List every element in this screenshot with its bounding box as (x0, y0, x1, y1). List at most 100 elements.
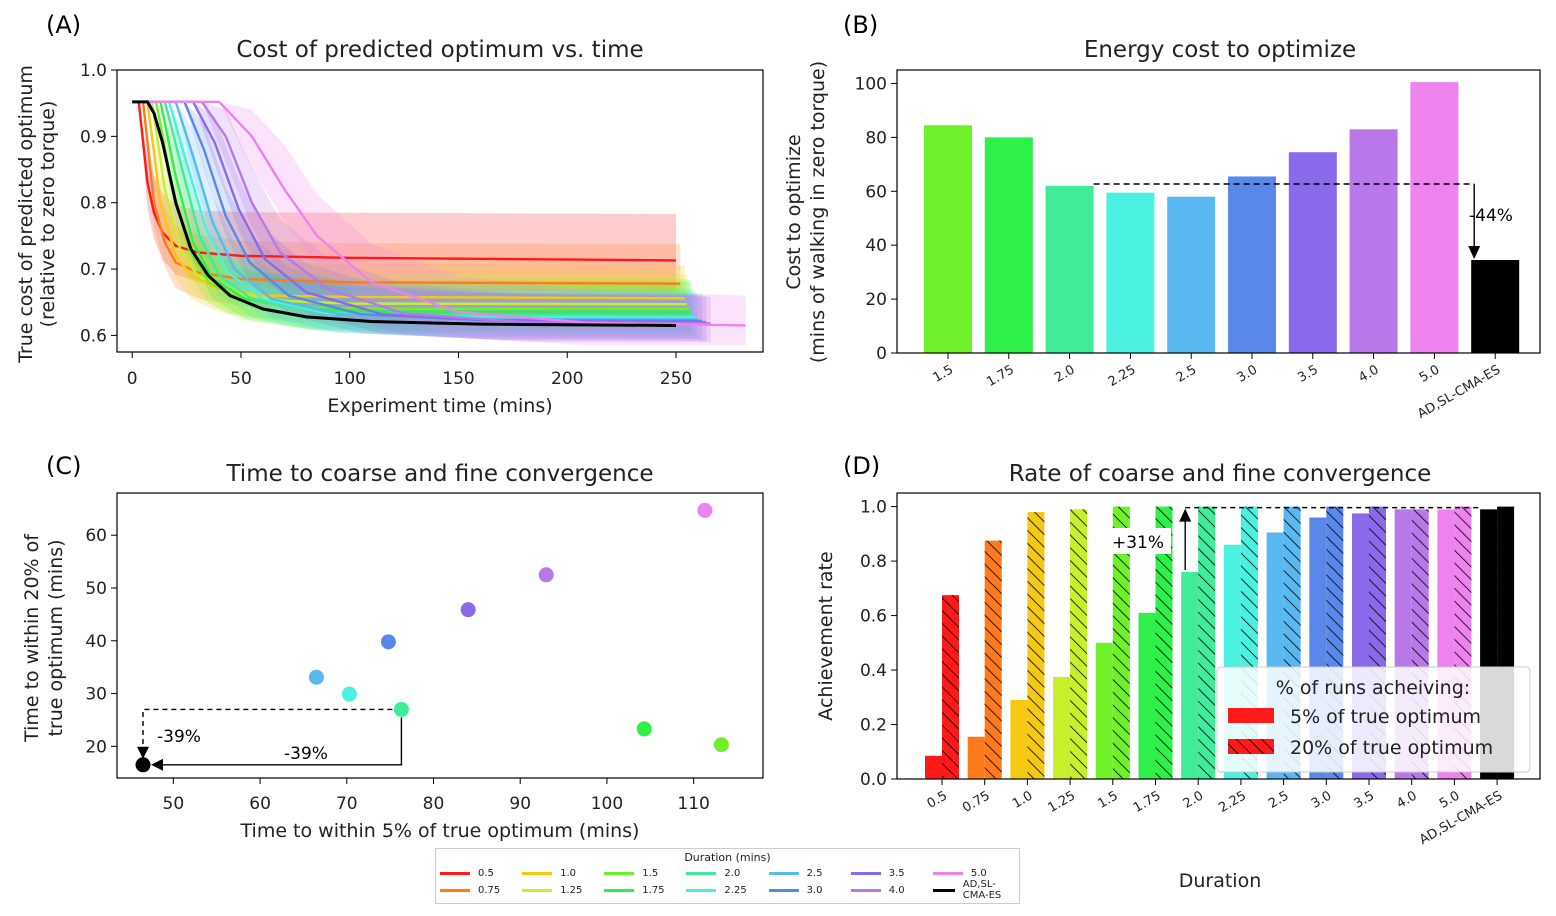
band-5-0 (132, 101, 746, 346)
panel-a-xtick-label: 200 (551, 369, 583, 389)
panel-c-points (135, 502, 729, 773)
duration-legend-label: 2.5 (806, 867, 823, 879)
panel-d-xtick-label: 0.75 (960, 788, 993, 815)
panel-a-title: Cost of predicted optimum vs. time (236, 37, 643, 63)
duration-legend-label: 1.5 (642, 867, 659, 879)
panel-d-ytick-label: 0.2 (860, 716, 887, 736)
panel-b-frame (896, 69, 1541, 354)
duration-legend: Duration (mins) 0.5 1.0 1.5 2.0 2.5 3.5 5.0 0.7… (435, 848, 1020, 904)
panel-a-ylabel-line1: True cost of predicted optimum (15, 65, 37, 364)
panel-d-xtick-label: 3.0 (1309, 788, 1334, 811)
panel-b-xtick-label: 1.5 (931, 362, 956, 385)
panel-b-ytick-label: 20 (865, 290, 887, 310)
panel-b-ylabel-line1: Cost to optimize (783, 134, 805, 289)
panel-d-annotation-bg (1107, 528, 1171, 554)
point-5-0 (697, 502, 713, 518)
point-2-0 (393, 701, 409, 717)
panel-c-xtick-label: 70 (336, 794, 358, 814)
panel-b-annotation-text: -44% (1469, 206, 1513, 226)
panel-a-ytick-label: 0.7 (80, 260, 107, 280)
duration-legend-item-ad-sl-cma-es: AD,SL-CMA-ES (932, 879, 1015, 901)
duration-legend-item-0-5: 0.5 (440, 867, 522, 879)
panel-b-ytick-label: 60 (865, 182, 887, 202)
panel-b-ylabel-line2: (mins of walking in zero torque) (807, 61, 829, 363)
panel-d-annotation: +31% (1107, 506, 1481, 570)
panel-a-lines (132, 100, 746, 327)
duration-legend-label: 2.0 (724, 867, 741, 879)
duration-legend-label: 0.5 (478, 867, 494, 879)
duration-legend-item-1-5: 1.5 (604, 867, 686, 879)
panel-d-ytick-label: 0.6 (860, 607, 887, 627)
duration-legend-item-3-5: 3.5 (850, 867, 933, 879)
duration-legend-item-1-25: 1.25 (522, 879, 604, 901)
duration-legend-swatch (768, 888, 799, 892)
line-0-75 (132, 100, 681, 285)
duration-legend-item-0-75: 0.75 (440, 879, 522, 901)
panel-b-annotation: -44% (1093, 183, 1513, 260)
duration-legend-label: 3.0 (806, 884, 823, 896)
panel-b-xtick-label: 3.0 (1235, 362, 1260, 385)
panel-a-xlabel: Experiment time (mins) (327, 395, 552, 417)
line-1-25 (132, 100, 687, 306)
panel-c-xtick-label: 80 (423, 794, 445, 814)
panel-d-bar-chart: Rate of coarse and fine convergence Dura… (815, 461, 1541, 892)
point-2-25 (341, 686, 357, 702)
panel-c-xlabel: Time to within 5% of true optimum (mins) (240, 820, 640, 842)
duration-legend-label: 2.25 (724, 884, 747, 896)
panel-b-ytick-label: 0 (876, 344, 887, 364)
panel-label-b: (B) (843, 11, 878, 39)
panel-label-a: (A) (46, 11, 81, 39)
duration-legend-grid: 0.5 1.0 1.5 2.0 2.5 3.5 5.0 0.75 1.25 1.75 2.25 3.0… (440, 867, 1015, 901)
panel-d-xtick-label: 1.0 (1010, 788, 1035, 811)
duration-legend-label: 1.75 (642, 884, 665, 896)
duration-legend-swatch (932, 871, 963, 875)
panel-d-ytick-label: 0.4 (860, 661, 887, 681)
duration-legend-swatch (440, 888, 470, 892)
panel-b-xtick-label: 3.5 (1295, 362, 1320, 385)
panel-a-xtick-label: 100 (334, 369, 366, 389)
panel-b-bar-chart: Energy cost to optimize Cost to optimize… (783, 37, 1541, 422)
panel-b-ytick-label: 80 (865, 128, 887, 148)
panel-c-annotation-vertical: -39% (157, 727, 201, 747)
duration-legend-swatch (768, 871, 799, 875)
panel-c-title: Time to coarse and fine convergence (225, 461, 653, 487)
panel-d-xtick-label: 5.0 (1437, 788, 1462, 811)
panel-d-xtick-label: 2.0 (1181, 788, 1206, 811)
point-3-5 (460, 602, 476, 618)
panel-d-xtick-label: 3.5 (1352, 788, 1377, 811)
panel-d-legend-title: % of runs acheiving: (1276, 677, 1470, 699)
panel-a-xtick-label: 50 (230, 369, 252, 389)
panel-a-ytick-label: 0.9 (80, 127, 107, 147)
panel-d-ytick-label: 1.0 (860, 498, 887, 518)
bar-3-0 (1228, 176, 1276, 353)
panel-d-arrow-head (1179, 508, 1192, 522)
panel-c-ytick-label: 20 (85, 737, 107, 757)
panel-d-frame (896, 492, 1541, 780)
duration-legend-swatch (440, 871, 470, 875)
duration-legend-item-5-0: 5.0 (932, 867, 1015, 879)
panel-c-xtick-label: 90 (509, 794, 531, 814)
panel-d-xtick-label: 0.5 (925, 788, 950, 811)
panel-b-ytick-label: 100 (855, 74, 887, 94)
duration-legend-title: Duration (mins) (684, 851, 771, 864)
bar-5pct-0-5 (925, 755, 942, 779)
bar-20pct-hatch-1-5 (1112, 506, 1130, 779)
panel-c-ylabel-line1: Time to within 20% of (21, 533, 43, 743)
panel-a-xtick-label: 150 (442, 369, 474, 389)
band-1-5 (132, 101, 690, 330)
panel-a-ytick-label: 0.6 (80, 326, 107, 346)
panel-d-xtick-label: 4.0 (1394, 788, 1419, 811)
point-1-75 (636, 721, 652, 737)
duration-legend-swatch (932, 888, 955, 892)
band-1-75 (132, 101, 692, 333)
panel-c-solid-path (161, 717, 403, 766)
panel-c-xtick-label: 100 (591, 794, 623, 814)
point-ad-sl-cma-es (135, 757, 151, 773)
panel-b-bars (924, 82, 1520, 353)
panel-c-frame (116, 492, 764, 779)
band-1-25 (132, 101, 687, 326)
panel-d-xtick-label: 1.5 (1095, 788, 1120, 811)
bar-5pct-1-5 (1095, 642, 1113, 779)
panel-a-ytick-label: 0.8 (80, 194, 107, 214)
